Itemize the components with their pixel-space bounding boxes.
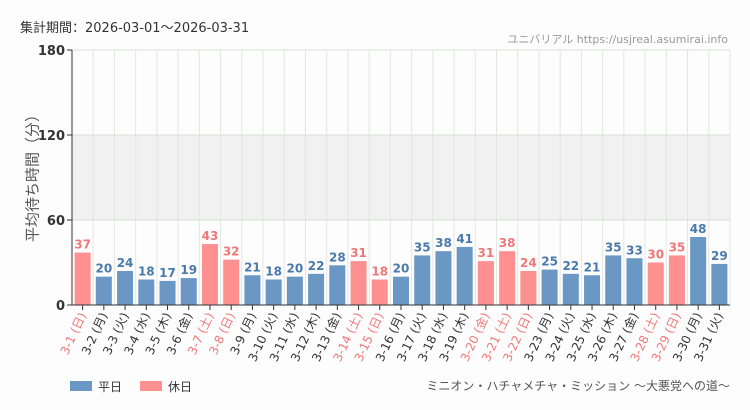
data-label: 25 [541, 255, 558, 269]
data-label: 33 [626, 243, 643, 257]
y-tick-label: 120 [38, 129, 65, 144]
bar [286, 276, 303, 305]
bar [350, 261, 367, 305]
data-label: 20 [95, 262, 112, 276]
data-label: 20 [393, 262, 410, 276]
bar [541, 269, 558, 305]
data-label: 38 [499, 236, 516, 250]
data-label: 21 [244, 260, 261, 274]
bar [477, 261, 494, 305]
bar [414, 255, 431, 305]
data-label: 48 [690, 222, 707, 236]
data-label: 28 [329, 250, 346, 264]
legend-weekday[interactable]: 平日 [70, 378, 122, 395]
legend-holiday[interactable]: 休日 [140, 378, 192, 395]
legend: 平日 休日 [70, 378, 192, 395]
bar [605, 255, 622, 305]
y-tick-label: 180 [38, 44, 65, 59]
bar [499, 251, 516, 305]
bar [690, 237, 707, 305]
y-tick-label: 0 [56, 299, 65, 314]
y-tick-label: 60 [47, 214, 65, 229]
data-label: 35 [669, 240, 686, 254]
bar [180, 278, 197, 305]
data-label: 35 [414, 240, 431, 254]
bar [584, 275, 601, 305]
bar [159, 280, 176, 305]
data-label: 19 [180, 263, 197, 277]
data-label: 24 [117, 256, 134, 270]
data-label: 31 [478, 246, 495, 260]
bar [393, 276, 409, 305]
bar [308, 273, 325, 305]
data-label: 29 [711, 249, 728, 263]
data-label: 38 [435, 236, 452, 250]
data-label: 32 [223, 245, 240, 259]
attraction-title: ミニオン・ハチャメチャ・ミッション 〜大悪党への道〜 [426, 379, 730, 393]
data-label: 22 [308, 259, 325, 273]
data-label: 20 [287, 262, 304, 276]
bar [265, 279, 282, 305]
bar [371, 279, 388, 305]
data-label: 37 [74, 238, 91, 252]
bar [117, 271, 134, 305]
bar [329, 265, 346, 305]
bar [74, 252, 91, 305]
bar [456, 246, 473, 305]
bar [138, 279, 155, 305]
period-label: 集計期間：2026-03-01〜2026-03-31 [20, 21, 250, 36]
bar [562, 273, 579, 305]
data-label: 22 [562, 259, 579, 273]
bar [626, 258, 643, 305]
data-label: 35 [605, 240, 622, 254]
bar [95, 276, 112, 305]
data-label: 18 [265, 265, 282, 279]
data-label: 31 [350, 246, 367, 260]
data-label: 18 [371, 265, 388, 279]
data-label: 30 [647, 248, 664, 262]
bar [668, 255, 685, 305]
data-label: 24 [520, 256, 537, 270]
data-label: 18 [138, 265, 155, 279]
shaded-band [72, 135, 730, 220]
bar [520, 271, 537, 305]
data-label: 17 [159, 266, 176, 280]
data-label: 43 [202, 229, 219, 243]
bar [435, 251, 452, 305]
bar [647, 262, 664, 305]
bar [244, 275, 261, 305]
bar [201, 244, 218, 305]
watermark: ユニバリアル https://usjreal.asumirai.info [507, 33, 728, 46]
data-label: 41 [456, 232, 473, 246]
bar [223, 259, 240, 305]
data-label: 21 [584, 260, 601, 274]
bar [711, 263, 728, 305]
